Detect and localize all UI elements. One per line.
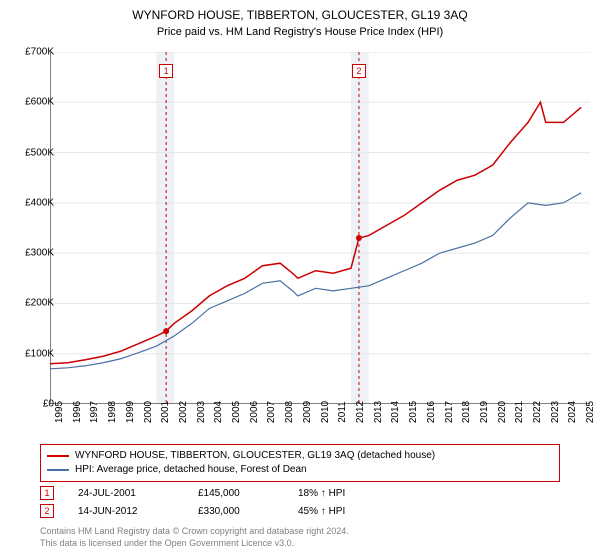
legend-swatch	[47, 455, 69, 457]
sale-pct: 45% ↑ HPI	[298, 506, 398, 517]
x-tick-label: 2019	[479, 401, 490, 423]
footer-line: This data is licensed under the Open Gov…	[40, 537, 349, 549]
chart-area	[50, 52, 590, 404]
x-tick-label: 1997	[89, 401, 100, 423]
x-tick-label: 2023	[550, 401, 561, 423]
x-tick-label: 2025	[585, 401, 596, 423]
sale-pct: 18% ↑ HPI	[298, 488, 398, 499]
legend-label: WYNFORD HOUSE, TIBBERTON, GLOUCESTER, GL…	[75, 449, 435, 463]
x-tick-label: 2009	[302, 401, 313, 423]
y-tick-label: £100K	[25, 348, 54, 359]
x-tick-label: 2022	[532, 401, 543, 423]
footer: Contains HM Land Registry data © Crown c…	[40, 525, 349, 549]
x-tick-label: 2010	[320, 401, 331, 423]
x-tick-label: 2020	[497, 401, 508, 423]
y-tick-label: £300K	[25, 248, 54, 259]
x-tick-label: 2002	[178, 401, 189, 423]
sale-marker-box: 2	[40, 504, 54, 518]
x-tick-label: 2011	[337, 401, 348, 423]
sale-date: 14-JUN-2012	[78, 506, 198, 517]
y-tick-label: £500K	[25, 147, 54, 158]
x-tick-label: 1999	[125, 401, 136, 423]
sale-date: 24-JUL-2001	[78, 488, 198, 499]
x-tick-label: 2013	[373, 401, 384, 423]
y-tick-label: £400K	[25, 197, 54, 208]
sales-row: 2 14-JUN-2012 £330,000 45% ↑ HPI	[40, 502, 398, 520]
x-tick-label: 2006	[249, 401, 260, 423]
x-tick-label: 1996	[72, 401, 83, 423]
x-tick-label: 2012	[355, 401, 366, 423]
y-tick-label: £200K	[25, 298, 54, 309]
legend-item: HPI: Average price, detached house, Fore…	[47, 463, 553, 477]
sales-row: 1 24-JUL-2001 £145,000 18% ↑ HPI	[40, 484, 398, 502]
chart-marker-box: 2	[352, 64, 366, 78]
sale-price: £330,000	[198, 506, 298, 517]
x-tick-label: 2021	[514, 401, 525, 423]
sale-marker-box: 1	[40, 486, 54, 500]
chart-subtitle: Price paid vs. HM Land Registry's House …	[0, 22, 600, 38]
x-tick-label: 2004	[213, 401, 224, 423]
y-tick-label: £0	[43, 399, 54, 410]
x-tick-label: 2018	[461, 401, 472, 423]
legend-item: WYNFORD HOUSE, TIBBERTON, GLOUCESTER, GL…	[47, 449, 553, 463]
sales-table: 1 24-JUL-2001 £145,000 18% ↑ HPI 2 14-JU…	[40, 484, 398, 520]
chart-container: WYNFORD HOUSE, TIBBERTON, GLOUCESTER, GL…	[0, 0, 600, 560]
x-tick-label: 2016	[426, 401, 437, 423]
footer-line: Contains HM Land Registry data © Crown c…	[40, 525, 349, 537]
x-tick-label: 2007	[266, 401, 277, 423]
x-tick-label: 2001	[160, 401, 171, 423]
chart-title: WYNFORD HOUSE, TIBBERTON, GLOUCESTER, GL…	[0, 0, 600, 22]
x-tick-label: 2005	[231, 401, 242, 423]
legend: WYNFORD HOUSE, TIBBERTON, GLOUCESTER, GL…	[40, 444, 560, 482]
x-tick-label: 2008	[284, 401, 295, 423]
x-tick-label: 2000	[143, 401, 154, 423]
legend-label: HPI: Average price, detached house, Fore…	[75, 463, 307, 477]
y-tick-label: £700K	[25, 47, 54, 58]
x-tick-label: 2017	[444, 401, 455, 423]
chart-svg	[50, 52, 590, 404]
x-tick-label: 2015	[408, 401, 419, 423]
x-tick-label: 1998	[107, 401, 118, 423]
x-tick-label: 2024	[567, 401, 578, 423]
x-tick-label: 1995	[54, 401, 65, 423]
x-tick-label: 2014	[390, 401, 401, 423]
y-tick-label: £600K	[25, 97, 54, 108]
chart-marker-box: 1	[159, 64, 173, 78]
x-tick-label: 2003	[196, 401, 207, 423]
sale-price: £145,000	[198, 488, 298, 499]
legend-swatch	[47, 469, 69, 471]
